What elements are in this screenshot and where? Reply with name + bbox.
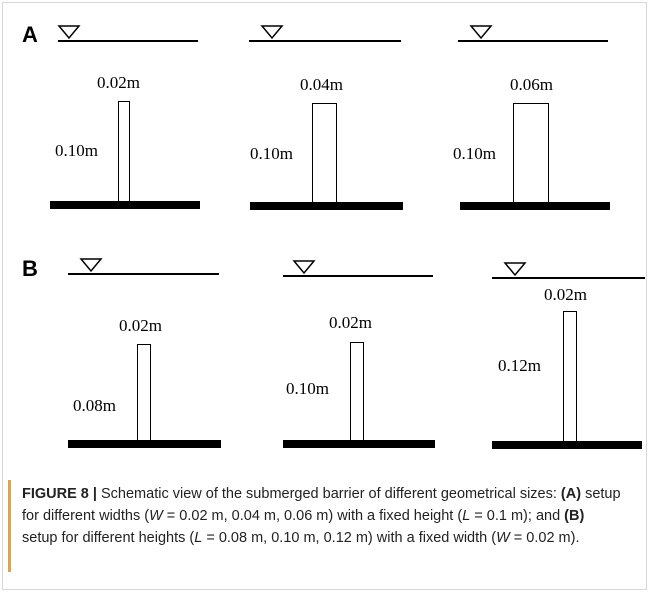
caption-text: = 0.02 m, 0.04 m, 0.06 m) with a fixed h… xyxy=(162,508,463,524)
caption-text: = 0.02 m). xyxy=(509,530,580,546)
caption-accent-bar xyxy=(8,480,11,572)
width-label: 0.02m xyxy=(97,73,140,92)
water-level-icon xyxy=(292,260,316,275)
height-label: 0.10m xyxy=(250,144,293,163)
height-label: 0.10m xyxy=(55,141,98,160)
water-level-icon xyxy=(79,258,103,273)
channel-bed xyxy=(68,440,221,448)
channel-bed xyxy=(460,202,610,210)
width-label: 0.04m xyxy=(300,75,343,94)
height-label: 0.12m xyxy=(498,356,541,375)
caption-label: FIGURE 8 | xyxy=(22,486,97,502)
channel-bed xyxy=(492,441,642,449)
water-surface-line xyxy=(68,273,219,275)
caption-text: = 0.1 m); and xyxy=(470,508,565,524)
water-level-icon xyxy=(469,25,493,40)
water-surface-line xyxy=(492,277,645,279)
caption-symbol-l: L xyxy=(194,530,203,546)
caption-ref-a: (A) xyxy=(560,486,582,502)
caption-ref-b: (B) xyxy=(564,508,585,524)
height-label: 0.10m xyxy=(453,144,496,163)
channel-bed xyxy=(283,440,435,448)
width-label: 0.02m xyxy=(329,313,372,332)
channel-bed xyxy=(50,201,200,209)
water-level-icon xyxy=(503,262,527,277)
height-label: 0.08m xyxy=(73,396,116,415)
water-surface-line xyxy=(283,275,433,277)
channel-bed xyxy=(250,202,403,210)
panel-b-letter: B xyxy=(22,256,38,281)
width-label: 0.06m xyxy=(510,75,553,94)
barrier-rect xyxy=(513,103,549,204)
caption-symbol-w: W xyxy=(149,508,163,524)
barrier-rect xyxy=(350,342,364,442)
height-label: 0.10m xyxy=(286,379,329,398)
caption-text: Schematic view of the submerged barrier … xyxy=(96,486,561,502)
water-level-icon xyxy=(260,25,284,40)
caption-text: = 0.08 m, 0.10 m, 0.12 m) with a fixed w… xyxy=(202,530,497,546)
figure-caption: FIGURE 8 | Schematic view of the submerg… xyxy=(22,483,622,549)
water-level-icon xyxy=(57,25,81,40)
water-surface-line xyxy=(249,40,401,42)
caption-symbol-w: W xyxy=(496,530,510,546)
width-label: 0.02m xyxy=(544,285,587,304)
caption-symbol-l: L xyxy=(462,508,471,524)
width-label: 0.02m xyxy=(119,316,162,335)
barrier-rect xyxy=(312,103,337,204)
caption-text: setup for different heights ( xyxy=(22,530,195,546)
water-surface-line xyxy=(458,40,608,42)
water-surface-line xyxy=(58,40,198,42)
barrier-rect xyxy=(118,101,130,204)
panel-a-letter: A xyxy=(22,22,38,47)
caption-text: setup for different widths ( xyxy=(22,486,621,524)
barrier-rect xyxy=(137,344,151,442)
barrier-rect xyxy=(563,311,577,444)
